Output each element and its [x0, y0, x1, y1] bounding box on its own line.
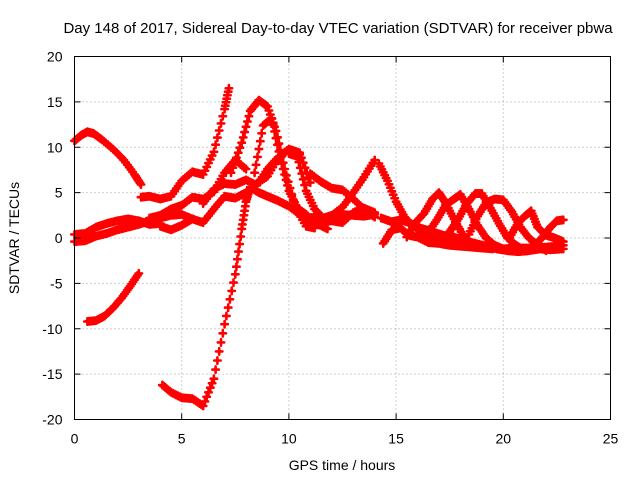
grid [74, 56, 611, 420]
chart-title: Day 148 of 2017, Sidereal Day-to-day VTE… [63, 20, 613, 37]
y-tick-label: 5 [55, 185, 63, 201]
y-tick-label: 15 [47, 94, 63, 110]
x-tick-label: 10 [281, 431, 297, 447]
series-arc-16 [310, 203, 380, 230]
series-arc-08 [157, 182, 315, 411]
y-tick-label: -5 [50, 275, 63, 291]
y-tick-label: 10 [47, 139, 63, 155]
y-tick-label: -15 [42, 366, 62, 382]
x-tick-label: 0 [71, 431, 79, 447]
x-tick-label: 25 [603, 431, 619, 447]
series-arc-02 [82, 268, 144, 326]
plot-series [70, 83, 568, 411]
series-arc-01 [70, 127, 146, 189]
x-tick-label: 15 [388, 431, 404, 447]
series-arc-25 [526, 215, 568, 252]
y-tick-label: -20 [42, 412, 62, 428]
y-tick-label: -10 [42, 321, 62, 337]
y-tick-label: 20 [47, 49, 63, 65]
axis-ticks: 0 5 10 15 20 25 -20 -15 -10 -5 0 5 10 15 20 [42, 49, 618, 447]
y-axis-label: SDTVAR / TECUs [6, 182, 22, 294]
x-tick-label: 20 [496, 431, 512, 447]
series-arc-07 [155, 188, 251, 235]
y-tick-label: 0 [55, 230, 63, 246]
x-tick-label: 5 [178, 431, 186, 447]
x-axis-label: GPS time / hours [289, 457, 396, 473]
series-arc-05 [136, 83, 234, 204]
